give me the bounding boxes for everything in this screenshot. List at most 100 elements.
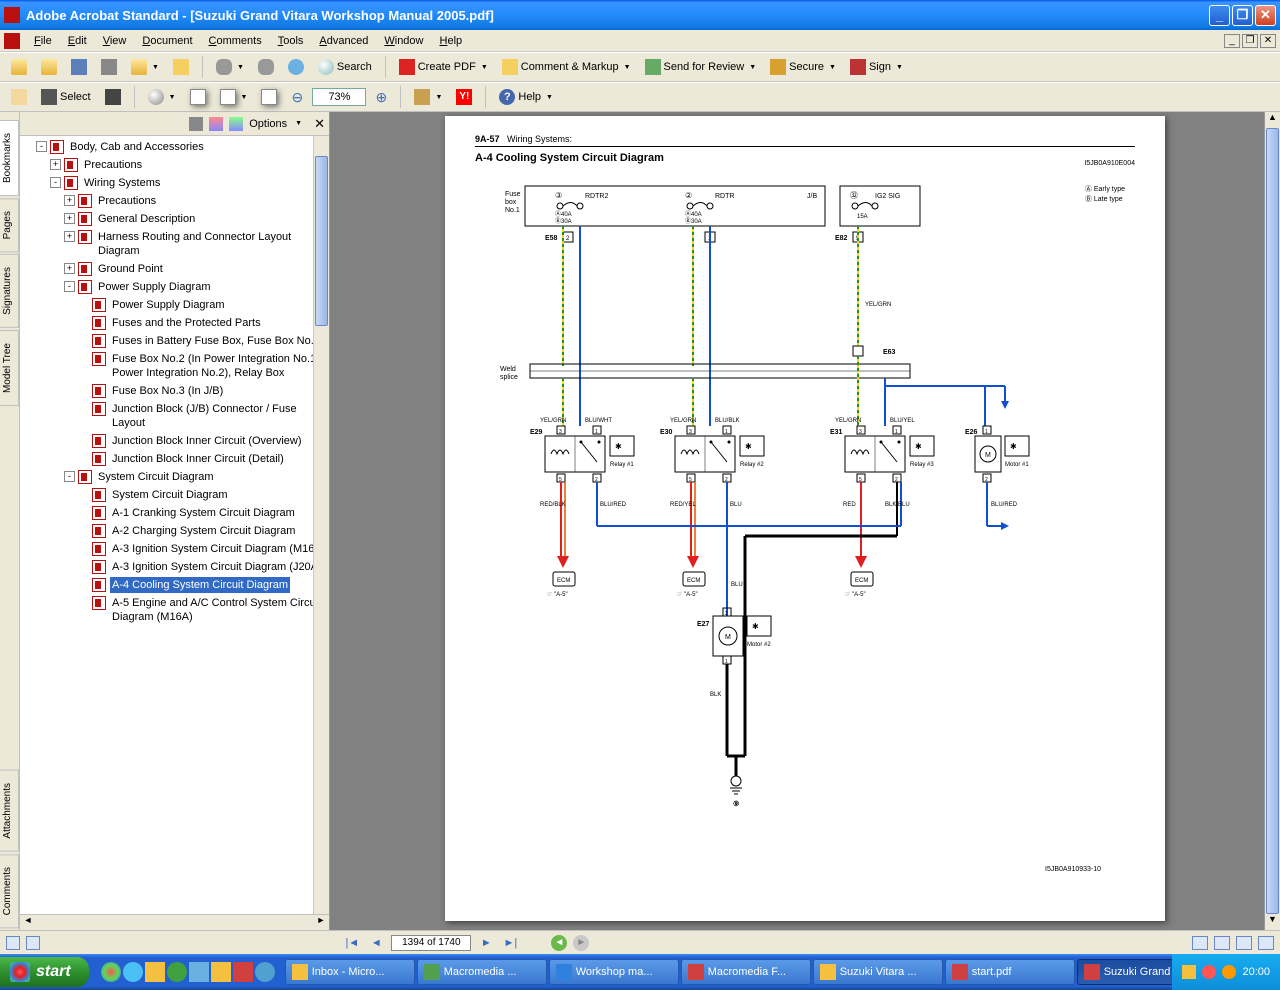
ql-outlook-icon[interactable] [145,962,165,982]
bookmark-item[interactable]: -Body, Cab and Accessories [22,138,329,156]
bookmark-item[interactable]: Junction Block (J/B) Connector / Fuse La… [22,400,329,432]
expand-toggle[interactable]: - [36,141,47,152]
bookmark-item[interactable]: Fuses and the Protected Parts [22,314,329,332]
facing-view-icon[interactable] [1236,936,1252,950]
document-area[interactable]: 9A-57 Wiring Systems: A-4 Cooling System… [330,112,1280,930]
zoom-out-button[interactable]: ⊖ [286,86,308,108]
yahoo-button[interactable]: Y! [451,86,477,108]
bookmark-item[interactable]: System Circuit Diagram [22,486,329,504]
bookmark-item[interactable]: A-2 Charging System Circuit Diagram [22,522,329,540]
bookmark-item[interactable]: Fuse Box No.3 (In J/B) [22,382,329,400]
tab-pages[interactable]: Pages [0,198,19,252]
bookmark-item[interactable]: +Precautions [22,192,329,210]
first-page-button[interactable]: |◄ [343,934,361,952]
print-button[interactable] [96,56,122,78]
fit-width-button[interactable] [256,86,282,108]
bookmark-item[interactable]: -Power Supply Diagram [22,278,329,296]
hand-tool-button[interactable] [6,86,32,108]
expand-toggle[interactable]: + [64,213,75,224]
bookmark-item[interactable]: A-5 Engine and A/C Control System Circui… [22,594,329,626]
bookmark-item[interactable]: Fuses in Battery Fuse Box, Fuse Box No.1 [22,332,329,350]
bookmark-item[interactable]: Junction Block Inner Circuit (Detail) [22,450,329,468]
send-review-button[interactable]: Send for Review▼ [640,56,762,78]
bookmark-item[interactable]: Fuse Box No.2 (In Power Integration No.1… [22,350,329,382]
layout-single-icon[interactable] [6,936,20,950]
taskbar-task[interactable]: Suzuki Vitara ... [813,959,943,985]
taskbar-task[interactable]: Inbox - Micro... [285,959,415,985]
tray-icon-1[interactable] [1182,965,1196,979]
attach-button[interactable]: ▼ [211,56,249,78]
menu-window[interactable]: Window [376,33,431,49]
options-dropdown-icon[interactable]: ▼ [295,120,302,127]
menu-view[interactable]: View [95,33,135,49]
maximize-button[interactable]: ❐ [1232,5,1253,26]
open-button[interactable] [6,56,32,78]
bookmark-item[interactable]: +Harness Routing and Connector Layout Di… [22,228,329,260]
bookmark-item[interactable]: Junction Block Inner Circuit (Overview) [22,432,329,450]
close-panel-button[interactable]: ✕ [314,116,325,132]
expand-toggle[interactable]: - [64,471,75,482]
tab-signatures[interactable]: Signatures [0,254,19,328]
bookmarks-scrollbar[interactable] [313,136,329,914]
bookmark-item[interactable]: +General Description [22,210,329,228]
close-button[interactable]: ✕ [1255,5,1276,26]
zoom-in-plus-button[interactable]: ⊕ [370,86,392,108]
expand-toggle[interactable]: - [50,177,61,188]
select-tool-button[interactable]: Select [36,86,96,108]
bookmark-item[interactable]: +Precautions [22,156,329,174]
system-tray[interactable]: 20:00 [1172,954,1280,990]
bookmark-item[interactable]: Power Supply Diagram [22,296,329,314]
continuous-facing-icon[interactable] [1258,936,1274,950]
tray-icon-3[interactable] [1222,965,1236,979]
bookmark-item[interactable]: A-3 Ignition System Circuit Diagram (J20… [22,558,329,576]
create-pdf-button[interactable]: Create PDF▼ [394,56,493,78]
taskbar-task[interactable]: start.pdf [945,959,1075,985]
new-bookmark-icon[interactable] [209,117,223,131]
zoom-input[interactable] [312,88,366,106]
ql-app-icon[interactable] [233,962,253,982]
mdi-close-button[interactable]: ✕ [1260,34,1276,48]
email-button[interactable] [168,56,194,78]
start-button[interactable]: start [0,957,89,987]
continuous-view-icon[interactable] [1214,936,1230,950]
bookmark-item[interactable]: +Ground Point [22,260,329,278]
taskbar-task[interactable]: Workshop ma... [549,959,679,985]
mdi-minimize-button[interactable]: _ [1224,34,1240,48]
menu-file[interactable]: File [26,33,60,49]
ql-ie-icon[interactable] [123,962,143,982]
mdi-restore-button[interactable]: ❐ [1242,34,1258,48]
layout-continuous-icon[interactable] [26,936,40,950]
single-page-view-icon[interactable] [1192,936,1208,950]
expand-toggle[interactable]: + [64,195,75,206]
minimize-button[interactable]: _ [1209,5,1230,26]
next-page-button[interactable]: ► [477,934,495,952]
sign-button[interactable]: Sign▼ [845,56,908,78]
help-button[interactable]: ?Help▼ [494,86,558,108]
tab-comments[interactable]: Comments [0,854,19,928]
menu-edit[interactable]: Edit [60,33,95,49]
bookmark-item[interactable]: A-1 Cranking System Circuit Diagram [22,504,329,522]
comment-markup-button[interactable]: Comment & Markup▼ [497,56,636,78]
bookmark-item[interactable]: -System Circuit Diagram [22,468,329,486]
menu-comments[interactable]: Comments [201,33,270,49]
web-button[interactable] [283,56,309,78]
ql-media-icon[interactable] [167,962,187,982]
menu-tools[interactable]: Tools [270,33,312,49]
taskbar-task[interactable]: Macromedia F... [681,959,811,985]
menu-advanced[interactable]: Advanced [311,33,376,49]
bookmarks-hscroll[interactable]: ◄► [20,914,329,930]
secure-button[interactable]: Secure▼ [765,56,841,78]
ql-chrome-icon[interactable] [101,962,121,982]
prev-page-button[interactable]: ◄ [367,934,385,952]
fit-page-button[interactable]: ▼ [215,86,253,108]
search-button[interactable]: Search [313,56,377,78]
page-number-input[interactable] [391,935,471,951]
trash-icon[interactable] [189,117,203,131]
save-button[interactable] [66,56,92,78]
bookmark-item[interactable]: -Wiring Systems [22,174,329,192]
bookmark-item[interactable]: A-3 Ignition System Circuit Diagram (M16… [22,540,329,558]
expand-toggle[interactable]: - [64,281,75,292]
options-label[interactable]: Options [249,118,287,130]
bookmarks-tree[interactable]: -Body, Cab and Accessories+Precautions-W… [20,136,329,914]
bookmark-item[interactable]: A-4 Cooling System Circuit Diagram [22,576,329,594]
